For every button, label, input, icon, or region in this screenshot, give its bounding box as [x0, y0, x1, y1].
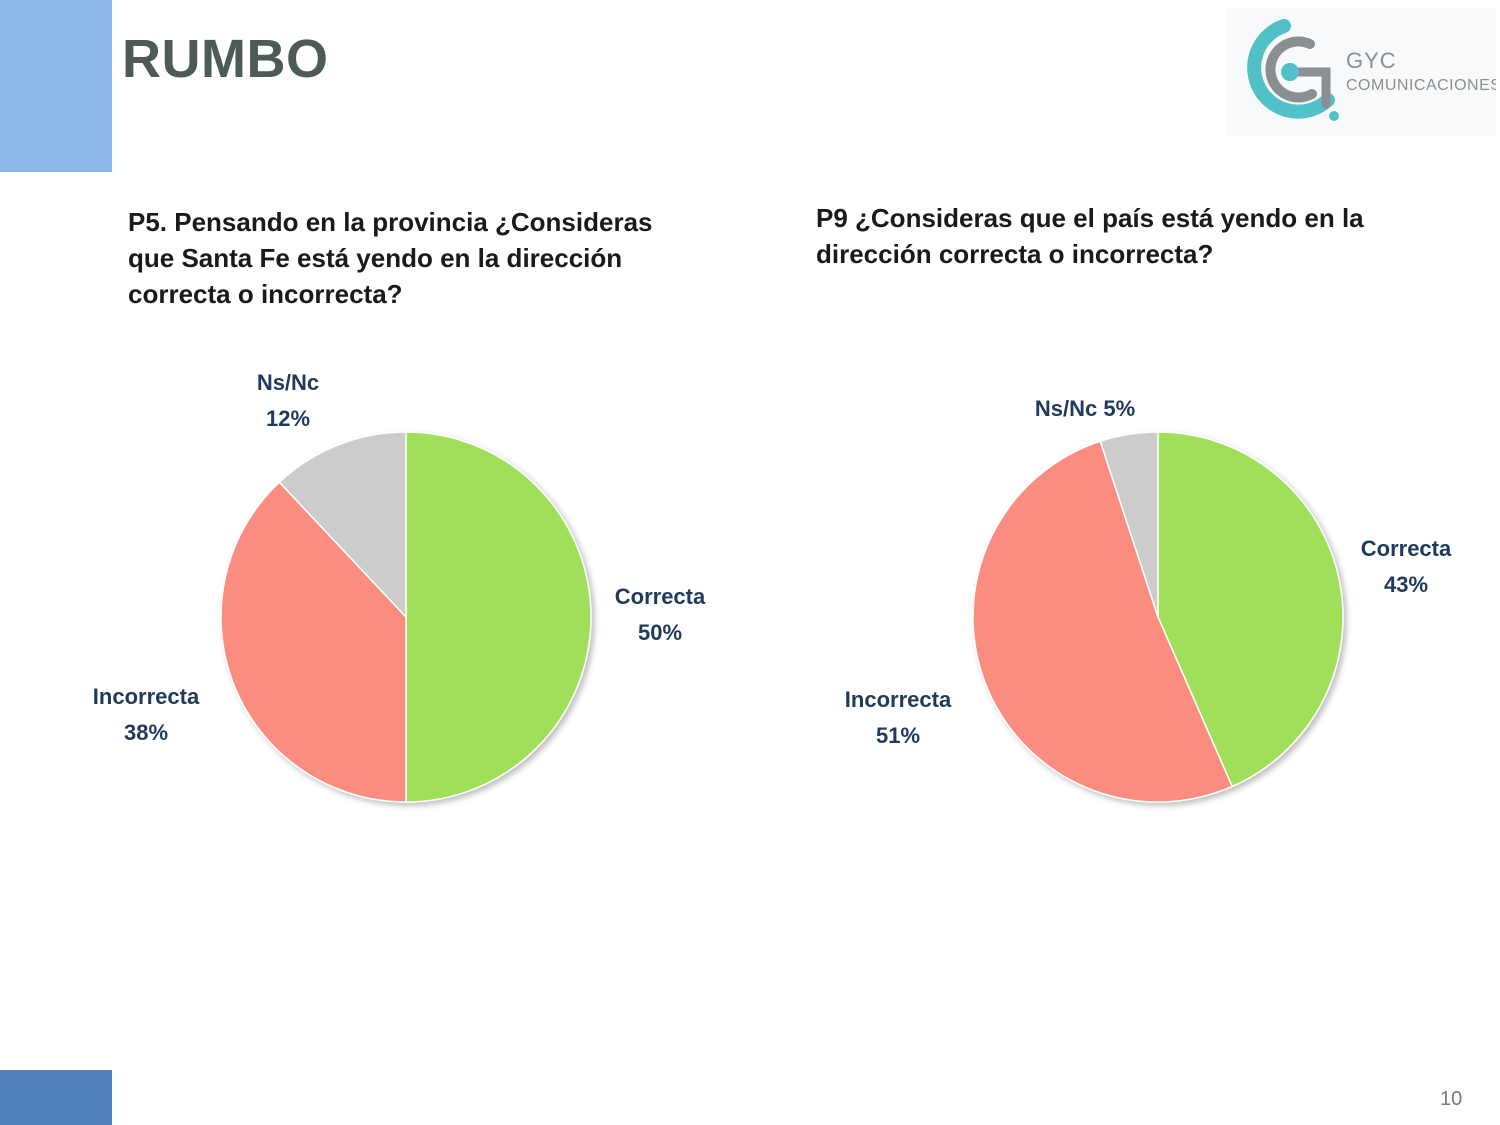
pie-slice-incorrecta: [972, 440, 1234, 803]
page-number: 10: [1440, 1088, 1463, 1110]
slice-label-incorrecta: Incorrecta 38%: [93, 684, 200, 745]
slide-title: RUMBO: [122, 29, 329, 89]
chart-title-p9: P9 ¿Consideras que el país está yendo en…: [816, 203, 1364, 269]
chart-title-p5: P5. Pensando en la provincia ¿Consideras…: [128, 207, 653, 309]
slice-label-correcta: Correcta 50%: [615, 584, 706, 645]
accent-bar-top: [0, 0, 112, 172]
pie-slice-ns-nc: [278, 431, 407, 619]
slice-label-incorrecta: Incorrecta 51%: [845, 687, 952, 748]
pie-labels-p5: Correcta 50% Incorrecta 38% Ns/Nc 12%: [93, 370, 706, 745]
pie-slice-incorrecta: [220, 481, 407, 803]
gyc-logo: GYC COMUNICACIONES: [1226, 8, 1496, 136]
pie-labels-p9: Correcta 43% Incorrecta 51% Ns/Nc 5%: [845, 396, 1452, 748]
slice-label-ns-nc: Ns/Nc 5%: [1035, 396, 1135, 421]
accent-bar-bottom: [0, 1070, 112, 1125]
pie-slice-ns-nc: [1099, 431, 1159, 618]
logo-subtitle-text: COMUNICACIONES: [1346, 77, 1496, 94]
pie-slice-correcta: [405, 431, 592, 803]
pie-chart-p5: [220, 431, 592, 803]
pie-slice-correcta: [1157, 431, 1344, 788]
slice-label-correcta: Correcta 43%: [1361, 536, 1452, 597]
logo-brand-text: GYC: [1346, 48, 1397, 73]
slice-label-ns-nc: Ns/Nc 12%: [257, 370, 319, 431]
pie-chart-p9: [972, 431, 1344, 803]
